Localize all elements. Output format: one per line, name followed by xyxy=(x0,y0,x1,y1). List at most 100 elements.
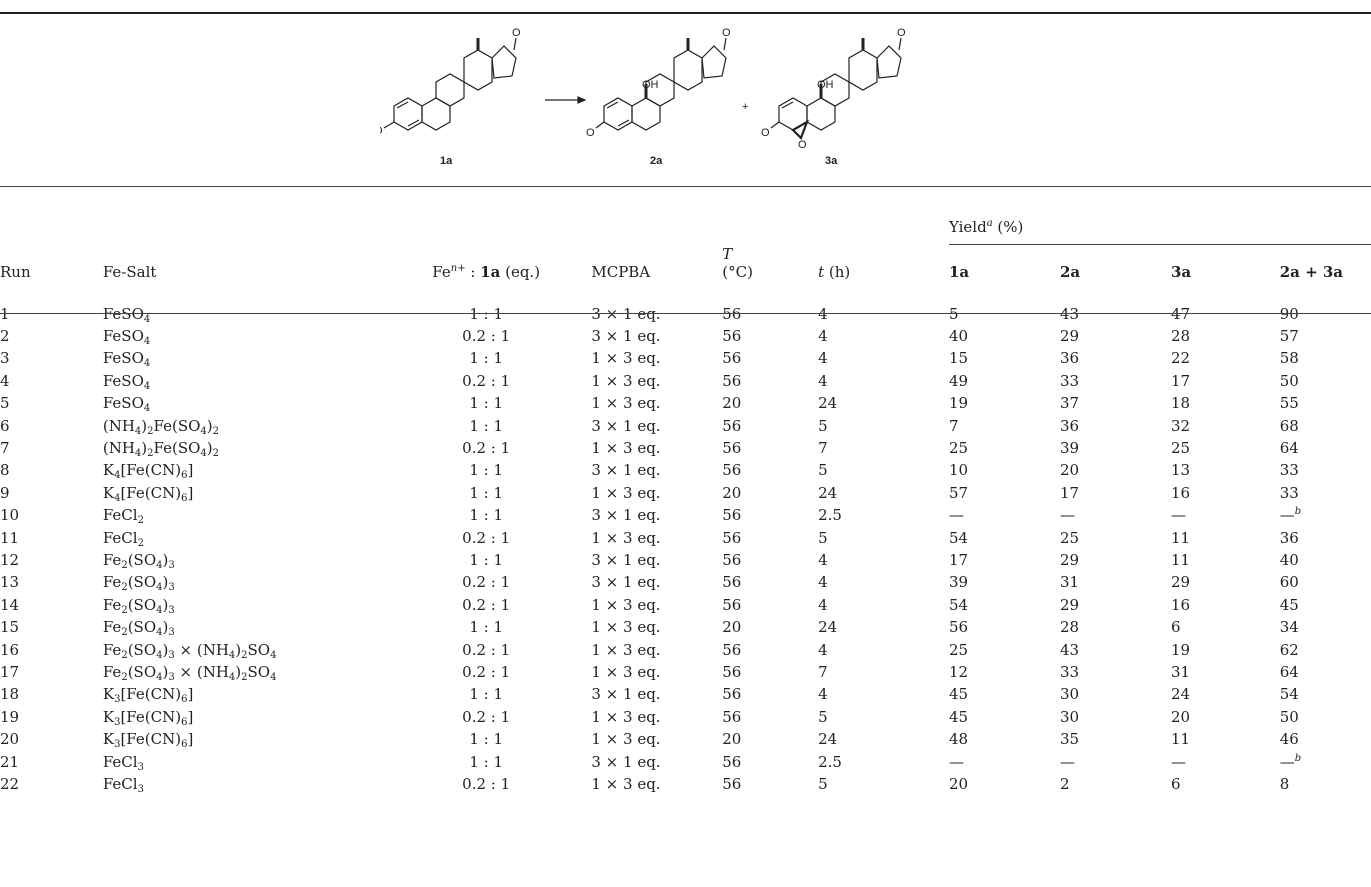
ratio-cell: 0.2 : 1 xyxy=(462,371,511,390)
table-row: 19 K3[Fe(CN)6] 0.2 : 1 1 × 3 eq. 56 5 45 30 20 50 xyxy=(0,706,1371,728)
header-run: Run xyxy=(0,262,31,281)
yield-3a-cell: 25 xyxy=(1171,439,1191,458)
ratio-cell: 0.2 : 1 xyxy=(462,573,511,592)
yield-1a-cell: 49 xyxy=(948,371,969,390)
table-row: 9 K4[Fe(CN)6] 1 : 1 1 × 3 eq. 20 24 57 17 16 33 xyxy=(0,482,1371,504)
label-2a: 2a xyxy=(650,155,663,167)
yield-3a-cell: 17 xyxy=(1171,371,1191,390)
temperature-cell: 56 xyxy=(722,327,742,346)
yield-1a-cell: 45 xyxy=(948,685,969,704)
atom-ho: HO xyxy=(380,125,383,137)
time-cell: 2.5 xyxy=(818,752,842,771)
yield-group-header: Yielda (%) xyxy=(948,196,1371,245)
run-cell: 5 xyxy=(0,394,10,413)
fe-salt-cell: Fe2(SO4)3 × (NH4)2SO4 xyxy=(102,662,277,683)
mcpba-cell: 3 × 1 eq. xyxy=(591,573,661,592)
yield-3a-cell: 6 xyxy=(1171,618,1181,637)
mcpba-cell: 3 × 1 eq. xyxy=(591,416,661,435)
yield-2a-cell: — xyxy=(1059,752,1075,771)
header-yield-1a: 1a xyxy=(948,262,970,281)
yield-1a-cell: 54 xyxy=(948,528,969,547)
run-cell: 10 xyxy=(0,506,20,525)
ratio-cell: 1 : 1 xyxy=(469,685,504,704)
temperature-cell: 56 xyxy=(722,461,742,480)
yield-1a-cell: 7 xyxy=(948,416,959,435)
yield-2a-cell: 20 xyxy=(1059,461,1080,480)
table-row: 17 Fe2(SO4)3 × (NH4)2SO4 0.2 : 1 1 × 3 eq. 5… xyxy=(0,661,1371,683)
temperature-cell: 56 xyxy=(722,439,742,458)
yield-1a-cell: 17 xyxy=(948,550,969,569)
temperature-cell: 56 xyxy=(722,707,742,726)
yield-3a-cell: 11 xyxy=(1171,528,1191,547)
yield-sum-cell: 46 xyxy=(1279,730,1299,749)
top-rule xyxy=(0,12,1371,14)
yield-1a-cell: 15 xyxy=(948,349,969,368)
table-row: 4 FeSO4 0.2 : 1 1 × 3 eq. 56 4 49 33 17 50 xyxy=(0,370,1371,392)
yield-sum-cell: 62 xyxy=(1279,640,1299,659)
temperature-cell: 56 xyxy=(722,573,742,592)
ratio-cell: 1 : 1 xyxy=(469,730,504,749)
run-cell: 20 xyxy=(0,730,20,749)
yield-sum-cell: 33 xyxy=(1279,461,1299,480)
temperature-cell: 56 xyxy=(722,528,742,547)
ratio-cell: 1 : 1 xyxy=(469,550,504,569)
yield-3a-cell: 18 xyxy=(1171,394,1191,413)
yield-2a-cell: 17 xyxy=(1059,483,1080,502)
table-row: 6 (NH4)2Fe(SO4)2 1 : 1 3 × 1 eq. 56 5 7 36 32 68 xyxy=(0,414,1371,437)
table-row: 21 FeCl3 1 : 1 3 × 1 eq. 56 2.5 — — — —b xyxy=(0,750,1371,773)
yield-1a-cell: — xyxy=(948,752,964,771)
time-cell: 2.5 xyxy=(818,506,842,525)
time-cell: 5 xyxy=(818,707,828,726)
label-3a: 3a xyxy=(825,155,838,167)
header-yield-sum: 2a + 3a xyxy=(1279,262,1344,281)
yield-3a-cell: 19 xyxy=(1171,640,1191,659)
yield-sum-cell: 8 xyxy=(1279,774,1290,793)
run-cell: 6 xyxy=(0,416,10,435)
yield-2a-cell: 43 xyxy=(1059,640,1080,659)
atom-o-3a: O xyxy=(897,27,906,39)
yield-1a-cell: — xyxy=(948,506,964,525)
table-row: 16 Fe2(SO4)3 × (NH4)2SO4 0.2 : 1 1 × 3 eq. 5… xyxy=(0,638,1371,661)
mcpba-cell: 1 × 3 eq. xyxy=(591,640,661,659)
yield-3a-cell: 29 xyxy=(1171,573,1191,592)
yield-sum-cell: 55 xyxy=(1279,394,1299,413)
atom-oh-3a: OH xyxy=(817,79,834,91)
atom-o-2a: O xyxy=(722,27,731,39)
yield-1a-cell: 19 xyxy=(948,394,969,413)
time-cell: 5 xyxy=(818,461,828,480)
temperature-cell: 56 xyxy=(722,685,742,704)
table-row: 14 Fe2(SO4)3 0.2 : 1 1 × 3 eq. 56 4 54 29 16 45 xyxy=(0,594,1371,616)
time-cell: 7 xyxy=(818,662,828,681)
ratio-cell: 1 : 1 xyxy=(469,483,504,502)
mcpba-cell: 1 × 3 eq. xyxy=(591,394,661,413)
temperature-cell: 56 xyxy=(722,416,742,435)
yield-1a-cell: 45 xyxy=(948,707,969,726)
yield-sum-cell: 34 xyxy=(1279,618,1299,637)
fe-salt-cell: K3[Fe(CN)6] xyxy=(102,707,194,728)
temperature-cell: 56 xyxy=(722,640,742,659)
yield-2a-cell: 29 xyxy=(1059,550,1080,569)
yield-3a-cell: 20 xyxy=(1171,707,1191,726)
run-cell: 2 xyxy=(0,327,10,346)
run-cell: 4 xyxy=(0,371,10,390)
fe-salt-cell: FeCl3 xyxy=(102,774,144,795)
run-cell: 22 xyxy=(0,774,20,793)
run-cell: 16 xyxy=(0,640,20,659)
time-cell: 4 xyxy=(818,371,828,390)
table-row: 7 (NH4)2Fe(SO4)2 0.2 : 1 1 × 3 eq. 56 7 25 39 25… xyxy=(0,437,1371,459)
fe-salt-cell: FeSO4 xyxy=(102,371,151,392)
temperature-cell: 56 xyxy=(722,550,742,569)
run-cell: 12 xyxy=(0,550,20,569)
mcpba-cell: 3 × 1 eq. xyxy=(591,685,661,704)
temperature-cell: 56 xyxy=(722,752,742,771)
table-row: 13 Fe2(SO4)3 0.2 : 1 3 × 1 eq. 56 4 39 31 29 60 xyxy=(0,571,1371,593)
yield-1a-cell: 54 xyxy=(948,595,969,614)
mcpba-cell: 1 × 3 eq. xyxy=(591,595,661,614)
yield-3a-cell: 13 xyxy=(1171,461,1191,480)
header-bottom-rule xyxy=(0,313,1371,314)
temperature-cell: 56 xyxy=(722,774,742,793)
header-ratio: Fen+ : 1a (eq.) xyxy=(432,262,541,281)
table-row: 18 K3[Fe(CN)6] 1 : 1 3 × 1 eq. 56 4 45 30 24 54 xyxy=(0,683,1371,705)
mcpba-cell: 1 × 3 eq. xyxy=(591,730,661,749)
yield-sum-cell: 54 xyxy=(1279,685,1299,704)
